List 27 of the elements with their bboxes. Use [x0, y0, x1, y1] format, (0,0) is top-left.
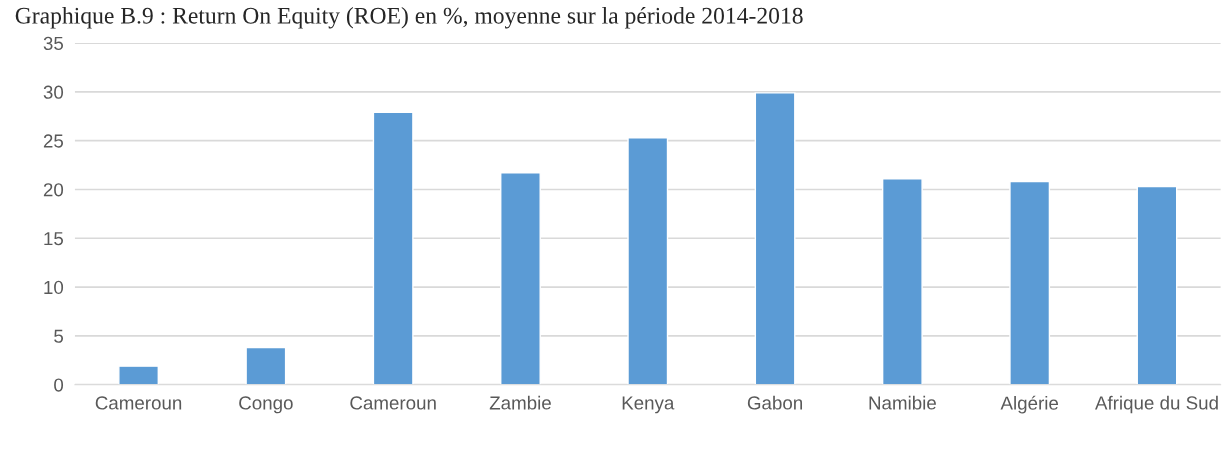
y-tick-label: 25: [43, 134, 64, 148]
y-tick-label: 0: [54, 378, 64, 392]
bar: [372, 111, 414, 385]
x-tick-label: Namibie: [869, 395, 936, 410]
x-tick-label: Afrique du Sud: [1095, 395, 1218, 414]
y-tick-label: 5: [54, 329, 64, 343]
x-tick-label: Congo: [239, 396, 293, 414]
x-tick-label: Cameroun: [95, 396, 182, 410]
bar: [1009, 180, 1051, 385]
chart-title: Graphique B.9 : Return On Equity (ROE) en %, moyenne sur la période 2014-2018: [15, 7, 803, 29]
y-tick-label: 30: [43, 85, 64, 99]
y-tick-label: 35: [43, 36, 64, 51]
bar: [627, 137, 669, 385]
x-tick-label: Gabon: [747, 395, 803, 410]
bar: [754, 92, 796, 385]
bar: [881, 178, 923, 385]
bar: [118, 365, 159, 385]
x-tick-label: Cameroun: [350, 396, 436, 410]
bar: [245, 346, 287, 385]
bar: [500, 172, 541, 385]
x-tick-label: Kenya: [622, 396, 675, 414]
x-tick-label: Algérie: [1000, 395, 1059, 414]
y-tick-label: 10: [44, 280, 64, 295]
y-tick-label: 15: [44, 232, 64, 246]
y-tick-label: 20: [43, 183, 64, 197]
x-tick-label: Zambie: [489, 395, 551, 410]
bar: [1136, 185, 1178, 385]
